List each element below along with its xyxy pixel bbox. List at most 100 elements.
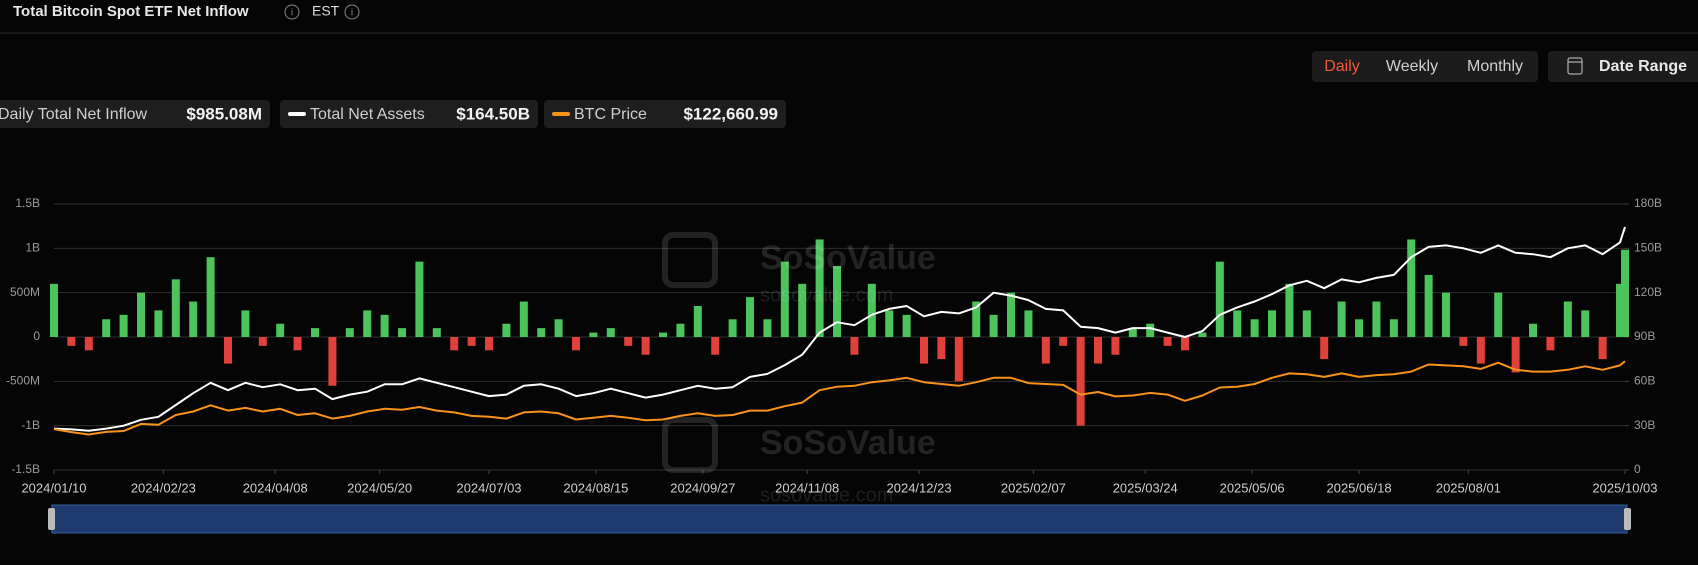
bar [954, 337, 963, 382]
bar [189, 301, 198, 337]
bar [1302, 310, 1311, 337]
y2-tick-label: 180B [1634, 196, 1662, 210]
bar [676, 323, 685, 337]
line [53, 226, 1626, 432]
bar [1163, 337, 1172, 346]
bar [798, 283, 807, 337]
bar [920, 337, 929, 364]
legend-item [0, 100, 270, 128]
y-tick-label: -500M [6, 374, 40, 388]
bar [50, 283, 58, 337]
y2-tick-label: 150B [1634, 241, 1662, 255]
bar [1442, 292, 1451, 337]
bar [1476, 337, 1485, 364]
bar [1285, 283, 1294, 337]
bar [119, 314, 128, 337]
bar [641, 337, 650, 355]
bar [1250, 319, 1259, 337]
period-button[interactable]: Weekly [1386, 58, 1438, 75]
period-switch [1312, 51, 1538, 82]
bar [1041, 337, 1050, 364]
date-range-label[interactable]: Date Range [1599, 58, 1687, 75]
y-tick-label: -1B [21, 418, 40, 432]
x-tick-label: 2024/08/15 [563, 480, 628, 495]
bar [711, 337, 720, 355]
bar [780, 261, 789, 337]
info-icon-glyph: i [291, 8, 293, 19]
bar [432, 328, 441, 337]
bar [624, 337, 633, 346]
y2-tick-label: 120B [1634, 285, 1662, 299]
bar [345, 328, 354, 337]
y2-tick-label: 60B [1634, 374, 1655, 388]
bar [1616, 283, 1625, 337]
bar [867, 283, 876, 337]
bar [659, 332, 668, 337]
legend-item [280, 100, 538, 128]
bar [485, 337, 494, 351]
x-tick-label: 2025/05/06 [1220, 480, 1285, 495]
bar [1128, 328, 1137, 337]
x-tick-label: 2024/02/23 [131, 480, 196, 495]
bar [1198, 332, 1207, 337]
bar [989, 314, 998, 337]
legend-name: Total Net Assets [310, 106, 425, 123]
watermark-site: sosovalue.com [760, 284, 893, 306]
y2-tick-label: 90B [1634, 329, 1655, 343]
bar [1511, 337, 1520, 373]
bar [1529, 323, 1538, 337]
bar [502, 323, 511, 337]
y-tick-label: 1.5B [15, 196, 40, 210]
bar [398, 328, 407, 337]
navigator-handle[interactable] [48, 508, 55, 530]
bar [1337, 301, 1346, 337]
bar [1094, 337, 1103, 364]
bar [1059, 337, 1068, 346]
bar [293, 337, 302, 351]
bar [1563, 301, 1572, 337]
info-icon[interactable] [344, 4, 360, 20]
period-button[interactable]: Monthly [1467, 58, 1523, 75]
plot: 1.5B 1B 500M 0 -500M -1B -1.5B 180B 150B 120B 90B 6… [6, 196, 1662, 495]
y-tick-label: 0 [33, 329, 40, 343]
timezone[interactable]: EST [312, 3, 340, 19]
navigator-handle[interactable] [1624, 508, 1631, 530]
y2-tick-label: 0 [1634, 462, 1641, 476]
x-tick-label: 2025/08/01 [1436, 480, 1501, 495]
calendar-icon [1567, 57, 1583, 75]
bar [1459, 337, 1468, 346]
y-tick-label: -1.5B [11, 462, 40, 476]
bar [450, 337, 459, 351]
period-button[interactable]: Daily [1324, 58, 1360, 75]
bar [1546, 337, 1555, 351]
bar [1146, 323, 1155, 337]
legend-value: $122,660.99 [683, 104, 778, 123]
date-range-button[interactable] [1548, 51, 1698, 82]
bar [276, 323, 285, 337]
bar [415, 261, 424, 337]
bar [1389, 319, 1398, 337]
bar [1372, 301, 1381, 337]
bar [589, 332, 598, 337]
legend-name: Daily Total Net Inflow [0, 106, 148, 123]
bar [1320, 337, 1329, 360]
bar [815, 239, 824, 337]
x-tick-label: 2025/02/07 [1001, 480, 1066, 495]
bar [171, 279, 180, 337]
bar [1581, 310, 1590, 337]
bar [937, 337, 946, 360]
bar [1181, 337, 1190, 351]
bar [1076, 337, 1085, 426]
bar [693, 305, 702, 337]
bar [519, 301, 528, 337]
bar [746, 297, 755, 337]
bar [380, 314, 389, 337]
x-tick-label: 2024/12/23 [887, 480, 952, 495]
watermark-logo [662, 417, 718, 473]
watermark: SoSoValue [760, 239, 936, 277]
bar [833, 266, 842, 337]
info-icon[interactable] [284, 4, 300, 20]
bar [241, 310, 250, 337]
bar [102, 319, 111, 337]
